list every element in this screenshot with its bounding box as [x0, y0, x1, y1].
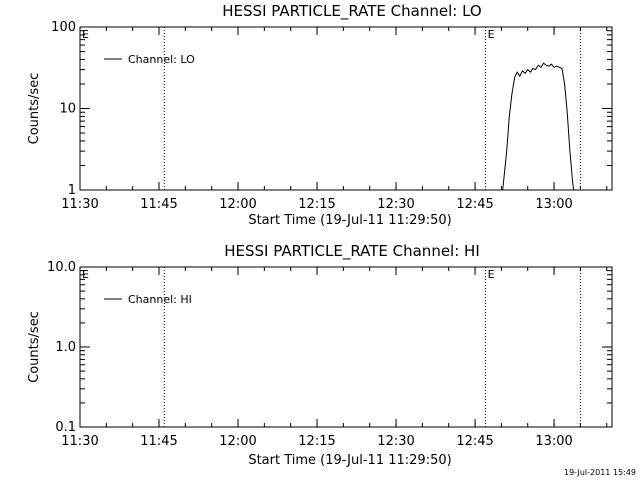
- x-tick-label: 13:00: [535, 434, 572, 449]
- event-marker-label: E: [488, 28, 495, 41]
- y-axis-label: Counts/sec: [27, 311, 42, 383]
- x-tick-label: 12:15: [298, 197, 335, 212]
- x-tick-label: 12:30: [377, 434, 414, 449]
- x-tick-label: 12:15: [298, 434, 335, 449]
- x-tick-label: 12:45: [456, 434, 493, 449]
- y-axis-label: Counts/sec: [27, 73, 42, 145]
- y-tick-label: 10.0: [47, 260, 76, 275]
- plot-frame: [79, 26, 613, 191]
- panel-lo: HESSI PARTICLE_RATE Channel: LO Start Ti…: [27, 2, 613, 228]
- x-tick-label: 12:00: [219, 434, 256, 449]
- event-marker-label: E: [82, 28, 89, 41]
- y-tick-label: 1.0: [55, 340, 76, 355]
- panel-hi: HESSI PARTICLE_RATE Channel: HI Start Ti…: [27, 242, 613, 468]
- y-tick-label: 10: [59, 102, 76, 117]
- x-tick-label: 13:00: [535, 197, 572, 212]
- x-tick-label: 12:30: [377, 197, 414, 212]
- x-tick-label: 11:45: [140, 197, 177, 212]
- y-tick-label: 0.1: [55, 420, 76, 435]
- x-axis-label: Start Time (19-Jul-11 11:29:50): [248, 453, 451, 468]
- x-tick-label: 11:45: [140, 434, 177, 449]
- y-tick-label: 1: [68, 183, 76, 198]
- event-marker-label: E: [82, 268, 89, 281]
- legend-entry: Channel: LO: [128, 53, 195, 66]
- chart-title: HESSI PARTICLE_RATE Channel: HI: [224, 242, 480, 261]
- x-tick-label: 11:30: [61, 434, 98, 449]
- footer-timestamp: 19-Jul-2011 15:49: [564, 468, 636, 477]
- plot-frame: [79, 266, 613, 428]
- chart-title: HESSI PARTICLE_RATE Channel: LO: [222, 2, 481, 21]
- y-tick-label: 100: [51, 20, 76, 35]
- x-tick-label: 12:00: [219, 197, 256, 212]
- series-line: [502, 62, 575, 190]
- x-axis-label: Start Time (19-Jul-11 11:29:50): [248, 213, 451, 228]
- legend-entry: Channel: HI: [128, 293, 192, 306]
- x-tick-label: 12:45: [456, 197, 493, 212]
- event-marker-label: E: [488, 268, 495, 281]
- x-tick-label: 11:30: [61, 197, 98, 212]
